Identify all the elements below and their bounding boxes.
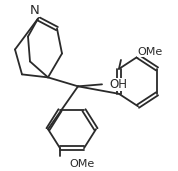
Text: OH: OH xyxy=(109,78,127,91)
Text: OMe: OMe xyxy=(69,159,94,169)
Text: OMe: OMe xyxy=(137,47,162,57)
Text: N: N xyxy=(30,4,40,17)
